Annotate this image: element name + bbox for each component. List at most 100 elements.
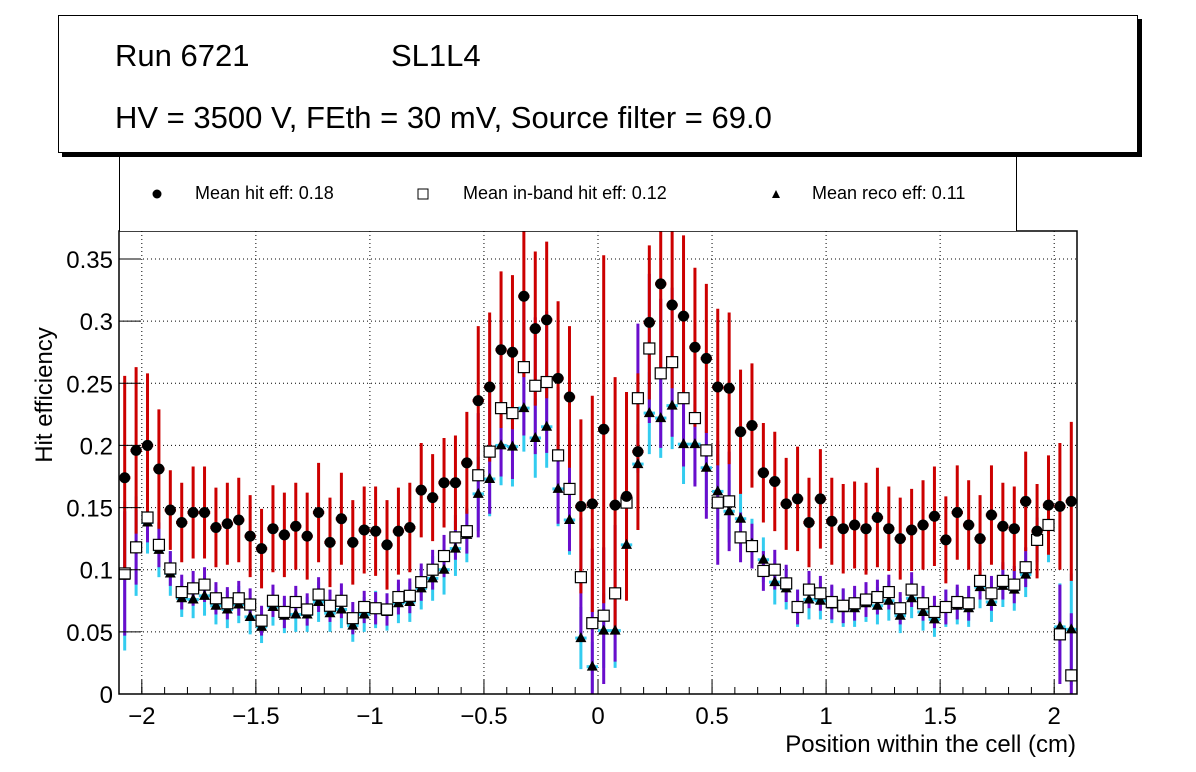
hit-eff-point [529,323,541,335]
inband-eff-point [517,361,530,374]
reco-eff-point [598,624,610,635]
inband-eff-point [358,600,371,614]
hit-eff-point [142,439,154,451]
x-tick-label: −1 [356,703,383,730]
reco-eff-point [871,599,883,610]
reco-eff-point [506,440,518,451]
inband-eff-point [711,496,724,509]
y-tick-label: 0.3 [80,309,113,336]
inband-eff-point [141,511,154,524]
x-tick-labels: −2 −1.5 −1 −0.5 0 0.5 1 1.5 2 [128,703,1061,730]
hit-eff-point [370,525,382,537]
hit-eff-point [461,457,473,469]
reco-eff-point [518,402,530,413]
x-tick-label: 0.5 [695,703,728,730]
inband-eff-point [757,564,770,578]
hit-eff-point [563,391,575,403]
reco-eff-point [906,592,918,603]
reco-eff-point [552,482,564,493]
legend-item-reco-eff: Mean reco eff: 0.11 [812,183,966,203]
reco-eff-point [928,613,940,624]
y-tick-label: 0.35 [66,247,113,274]
hit-eff-point [290,520,302,532]
inband-eff-point [563,482,576,496]
reco-eff-point [324,607,336,618]
reco-eff-point [541,420,553,431]
hit-eff-point [153,463,165,475]
reco-eff-point [358,608,370,619]
inband-eff-point [780,577,793,590]
reco-eff-point [484,472,496,483]
reco-eff-point [449,542,461,553]
legend-item-inband-eff: Mean in-band hit eff: 0.12 [463,183,667,203]
hit-eff-point [997,520,1009,532]
reco-eff-point [290,608,302,619]
reco-eff-point [894,609,906,620]
hit-eff-point [518,290,530,302]
inband-eff-point [449,531,462,544]
hit-eff-point [541,314,553,326]
hit-eff-point [849,519,861,531]
reco-eff-point [427,572,439,583]
data-markers [118,278,1078,682]
reco-eff-point [313,596,325,607]
reco-eff-point [1020,568,1032,579]
hit-eff-point [678,310,690,322]
reco-eff-point [575,632,587,643]
inband-eff-point [666,356,679,369]
hit-eff-point [256,543,268,555]
hit-eff-point [632,446,644,458]
y-tick-labels: 0 0.05 0.1 0.15 0.2 0.25 0.3 0.35 [66,247,113,709]
hit-eff-point [837,523,849,535]
hit-eff-point [506,346,518,358]
inband-eff-point [346,612,359,625]
hit-eff-point [575,500,587,512]
inband-eff-point [1008,578,1021,591]
hit-eff-point [883,523,895,535]
inband-eff-point [221,597,234,610]
y-axis-label: Hit efficiency [31,327,58,463]
x-axis-label: Position within the cell (cm) [785,731,1076,758]
reco-eff-point [199,589,211,600]
inband-eff-point [973,574,987,588]
hit-eff-point [940,534,952,546]
hit-eff-point [552,372,564,384]
inband-eff-point [323,599,337,612]
hit-eff-point [757,467,769,479]
inband-eff-point [437,549,451,563]
reco-eff-point [723,505,735,516]
hit-eff-point [928,510,940,522]
reco-eff-point [712,485,724,496]
reco-eff-point [735,512,747,523]
inband-eff-point [574,571,587,584]
conditions-label: HV = 3500 V, FEth = 30 mV, Source filter… [115,100,772,135]
hit-eff-point [814,493,826,505]
hit-eff-point [495,344,507,356]
hit-eff-point [666,299,678,311]
legend-triangle-icon [772,190,780,198]
reco-eff-point [609,624,621,635]
hit-eff-point [871,512,883,524]
x-tick-label: 2 [1048,703,1061,730]
hit-eff-point [906,524,918,536]
inband-eff-point [187,582,200,595]
inband-eff-point [882,585,895,599]
inband-eff-point [266,594,280,607]
inband-eff-point [392,590,405,604]
hit-eff-point [963,519,975,531]
hit-eff-point [586,498,598,510]
reco-eff-point [347,619,359,630]
hit-eff-point [712,381,724,393]
y-tick-label: 0.1 [80,558,113,585]
inband-eff-point [654,367,667,380]
inband-eff-point [734,531,747,544]
inband-eff-point [460,525,473,538]
inband-eff-point [494,402,508,415]
hit-eff-point [803,516,815,528]
reco-eff-point [678,438,690,449]
hit-eff-point [392,525,404,537]
hit-eff-point [598,423,610,435]
inband-eff-point [255,614,268,627]
inband-eff-point [723,495,736,508]
x-tick-label: 0 [591,703,604,730]
